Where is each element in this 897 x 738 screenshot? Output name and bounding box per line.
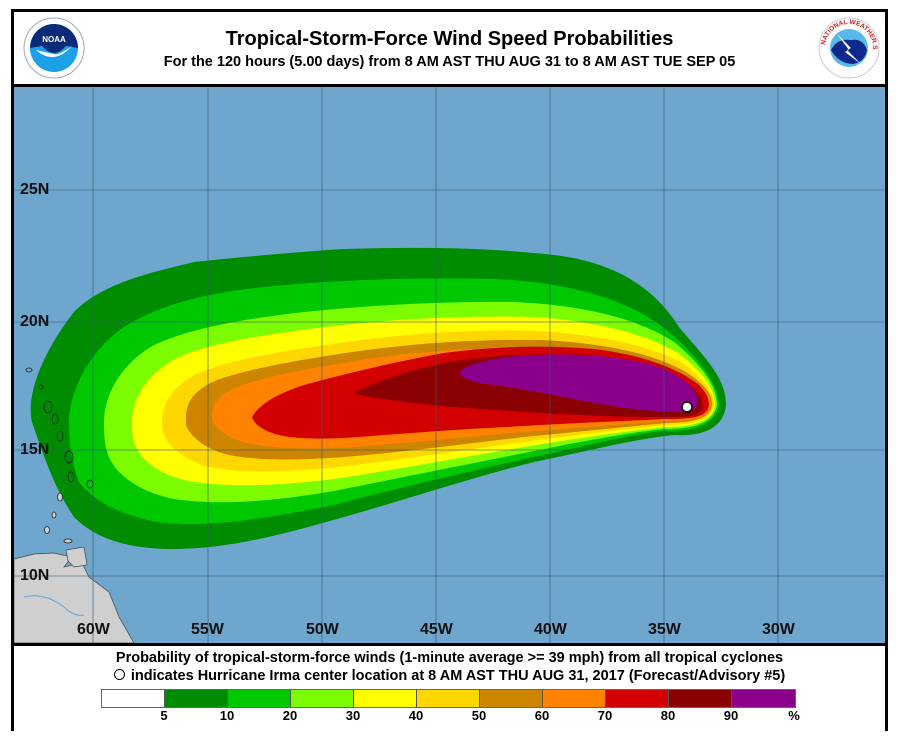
- probability-map: 25N 20N 15N 10N 60W 55W 50W 45W 40W 35W …: [14, 87, 885, 643]
- circle-marker-icon: [113, 669, 125, 680]
- tick-60: 60: [534, 708, 550, 723]
- tick-30: 30: [345, 708, 361, 723]
- lat-label-20n: 20N: [20, 313, 50, 330]
- lat-label-10n: 10N: [20, 567, 50, 584]
- contour-90: [459, 354, 698, 413]
- color-bin-30-40: [354, 690, 417, 707]
- color-scale-ticks: 5 10 20 30 40 50 60 70 80 90 %: [101, 708, 801, 724]
- lesser-antilles: [25, 367, 94, 544]
- tick-5: 5: [160, 708, 168, 723]
- lon-label-45w: 45W: [420, 621, 453, 638]
- lon-label-30w: 30W: [762, 621, 795, 638]
- storm-center-marker: [681, 401, 693, 413]
- legend-center-text: indicates Hurricane Irma center location…: [130, 668, 786, 684]
- graticule: [14, 87, 885, 643]
- tick-10: 10: [219, 708, 235, 723]
- color-bin-40-50: [417, 690, 480, 707]
- legend: Probability of tropical-storm-force wind…: [14, 643, 885, 731]
- legend-center-note: indicates Hurricane Irma center location…: [14, 668, 885, 684]
- header: NOAA Tropical-Storm-Force Wind Speed Pro…: [14, 11, 885, 87]
- land-south-america: [14, 546, 135, 643]
- page-title: Tropical-Storm-Force Wind Speed Probabil…: [225, 28, 674, 50]
- legend-description: Probability of tropical-storm-force wind…: [115, 650, 784, 666]
- color-bin-10-20: [228, 690, 291, 707]
- lon-label-60w: 60W: [77, 621, 110, 638]
- color-bin-50-60: [480, 690, 543, 707]
- lat-label-15n: 15N: [20, 441, 50, 458]
- lon-label-50w: 50W: [306, 621, 339, 638]
- tick-90: 90: [723, 708, 739, 723]
- color-bin-lt5: [102, 690, 165, 707]
- color-bin-5-10: [165, 690, 228, 707]
- color-bin-80-90: [669, 690, 732, 707]
- tick-percent: %: [788, 708, 800, 723]
- lon-label-40w: 40W: [534, 621, 567, 638]
- color-bin-70-80: [606, 690, 669, 707]
- tick-70: 70: [597, 708, 613, 723]
- lon-label-55w: 55W: [191, 621, 224, 638]
- lat-label-25n: 25N: [20, 181, 50, 198]
- color-scale-bar: [101, 689, 796, 708]
- tick-80: 80: [660, 708, 676, 723]
- tick-20: 20: [282, 708, 298, 723]
- tick-50: 50: [471, 708, 487, 723]
- tick-40: 40: [408, 708, 424, 723]
- nws-logo-icon: NATIONAL WEATHER SERVICE: [815, 11, 881, 80]
- color-bin-gt90: [732, 690, 795, 707]
- chart-frame: NOAA Tropical-Storm-Force Wind Speed Pro…: [11, 9, 888, 731]
- color-bin-20-30: [291, 690, 354, 707]
- svg-text:NOAA: NOAA: [42, 35, 66, 44]
- page-subtitle: For the 120 hours (5.00 days) from 8 AM …: [163, 54, 736, 70]
- map-svg: [14, 87, 885, 643]
- color-bin-60-70: [543, 690, 606, 707]
- noaa-logo-icon: NOAA: [22, 16, 86, 80]
- lon-label-35w: 35W: [648, 621, 681, 638]
